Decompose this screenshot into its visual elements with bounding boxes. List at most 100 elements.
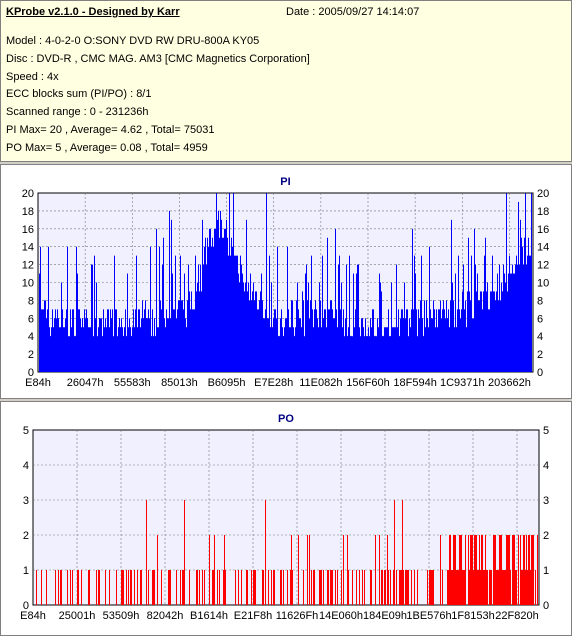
data-bar: [122, 570, 123, 605]
data-bar: [462, 291, 463, 372]
data-bar: [500, 300, 501, 372]
data-bar: [320, 300, 321, 372]
data-bar: [522, 246, 523, 372]
data-bar: [323, 570, 324, 605]
data-bar: [98, 570, 99, 605]
data-bar: [153, 570, 154, 605]
data-bar: [472, 535, 473, 605]
data-bar: [254, 300, 255, 372]
data-bar: [115, 309, 116, 372]
data-bar: [314, 570, 315, 605]
data-bar: [508, 535, 509, 605]
data-bar: [401, 309, 402, 372]
data-bar: [301, 327, 302, 372]
data-bar: [253, 570, 254, 605]
data-bar: [343, 309, 344, 372]
data-bar: [89, 570, 90, 605]
data-bar: [508, 273, 509, 372]
data-bar: [530, 255, 531, 372]
data-bar: [63, 327, 64, 372]
y-tick-label-left: 20: [22, 188, 34, 200]
x-tick-label: 85013h: [161, 377, 198, 389]
data-bar: [498, 570, 499, 605]
data-bar: [489, 309, 490, 372]
data-bar: [294, 336, 295, 372]
data-bar: [487, 282, 488, 372]
data-bar: [320, 570, 321, 605]
data-bar: [255, 570, 256, 605]
data-bar: [528, 535, 529, 605]
data-bar: [502, 570, 503, 605]
data-bar: [77, 570, 78, 605]
data-bar: [506, 193, 507, 372]
data-bar: [73, 309, 74, 372]
chart-title: PO: [278, 413, 294, 425]
data-bar: [132, 327, 133, 372]
data-bar: [160, 300, 161, 372]
data-bar: [184, 500, 185, 605]
data-bar: [254, 570, 255, 605]
data-bar: [281, 309, 282, 372]
data-bar: [504, 570, 505, 605]
data-bar: [456, 327, 457, 372]
data-bar: [476, 535, 477, 605]
data-bar: [166, 309, 167, 372]
data-bar: [342, 327, 343, 372]
data-bar: [134, 570, 135, 605]
data-bar: [485, 237, 486, 372]
data-bar: [504, 273, 505, 372]
data-bar: [348, 327, 349, 372]
data-bar: [532, 535, 533, 605]
data-bar: [144, 309, 145, 372]
data-bar: [241, 570, 242, 605]
data-bar: [449, 327, 450, 372]
data-bar: [436, 309, 437, 372]
data-bar: [513, 273, 514, 372]
data-bar: [437, 327, 438, 372]
data-bar: [522, 570, 523, 605]
y-tick-label-right: 14: [537, 242, 549, 254]
data-bar: [407, 570, 408, 605]
data-bar: [170, 318, 171, 372]
data-bar: [493, 291, 494, 372]
data-bar: [447, 318, 448, 372]
y-tick-label-left: 12: [22, 260, 34, 272]
data-bar: [134, 327, 135, 372]
data-bar: [526, 535, 527, 605]
data-bar: [289, 327, 290, 372]
data-bar: [180, 570, 181, 605]
data-bar: [514, 273, 515, 372]
data-bar: [67, 246, 68, 372]
data-bar: [130, 327, 131, 372]
data-bar: [216, 193, 217, 372]
data-bar: [420, 300, 421, 372]
data-bar: [403, 570, 404, 605]
data-bar: [525, 570, 526, 605]
data-bar: [238, 273, 239, 372]
data-bar: [273, 570, 274, 605]
data-bar: [469, 570, 470, 605]
data-bar: [349, 255, 350, 372]
data-bar: [87, 318, 88, 372]
data-bar: [267, 318, 268, 372]
data-bar: [194, 309, 195, 372]
data-bar: [257, 309, 258, 372]
y-tick-label-right: 16: [537, 224, 549, 236]
data-bar: [235, 255, 236, 372]
data-bar: [196, 570, 197, 605]
y-tick-label-right: 4: [543, 460, 549, 472]
y-tick-label-right: 20: [537, 188, 549, 200]
data-bar: [433, 300, 434, 372]
y-tick-label-left: 2: [28, 349, 34, 361]
data-bar: [291, 535, 292, 605]
data-bar: [456, 570, 457, 605]
data-bar: [168, 318, 169, 372]
data-bars: [39, 193, 532, 372]
x-tick-label: 184E09h: [363, 610, 407, 622]
data-bar: [464, 570, 465, 605]
y-tick-label-right: 0: [543, 600, 549, 612]
data-bar: [487, 570, 488, 605]
data-bar: [58, 570, 59, 605]
data-bar: [208, 246, 209, 372]
x-tick-label: 18F594h: [393, 377, 436, 389]
